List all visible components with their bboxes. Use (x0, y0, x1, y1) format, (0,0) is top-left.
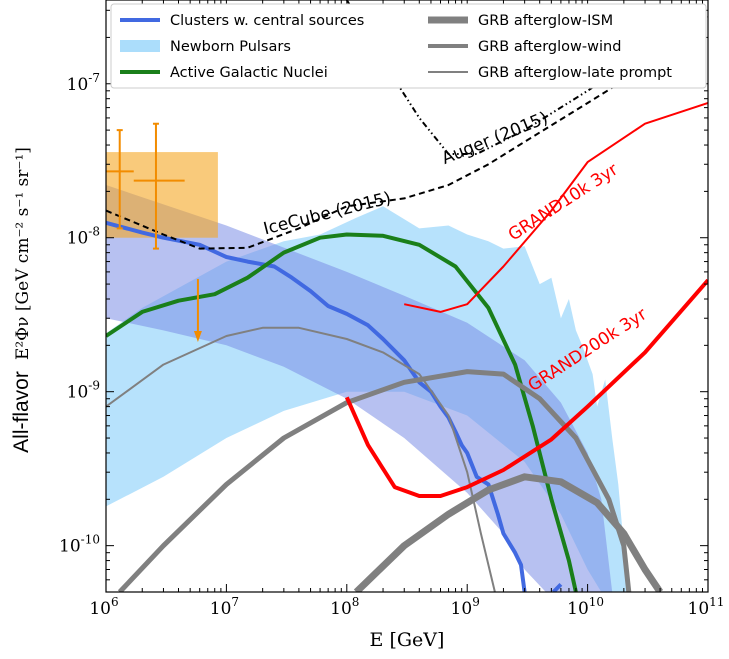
legend-item-newborn-pulsars: Newborn Pulsars (120, 39, 291, 55)
legend-label: GRB afterglow-ISM (478, 13, 613, 29)
x-tick-label: 1010 (567, 595, 604, 619)
y-tick-label: 10-7 (67, 71, 100, 95)
legend-item-clusters-w-central-sources: Clusters w. central sources (120, 13, 364, 29)
legend: Clusters w. central sources Newborn Pulsa… (110, 3, 707, 89)
x-tick-label: 107 (210, 595, 239, 619)
legend-swatch (120, 40, 160, 52)
legend-item-grb-afterglow-wind: GRB afterglow-wind (428, 39, 621, 55)
legend-item-active-galactic-nuclei: Active Galactic Nuclei (120, 65, 328, 81)
clusters-w-central-sources-line (106, 220, 527, 592)
legend-label: GRB afterglow-wind (478, 39, 621, 55)
legend-item-grb-afterglow-late-prompt: GRB afterglow-late prompt (428, 65, 672, 81)
grb-afterglow-ism-line (353, 473, 664, 592)
grand200k-3yr-line (344, 278, 708, 498)
y-axis-title: All-flavor E²Φν [GeV cm⁻² s⁻¹ sr⁻¹] (10, 147, 33, 453)
icecube-error-box (106, 152, 218, 238)
y-tick-label: 10-8 (67, 225, 100, 249)
data-point-2 (133, 122, 185, 250)
y-tick-label: 10-9 (67, 379, 100, 403)
y-axis-title-prefix: All-flavor (10, 371, 33, 453)
data-point-1 (106, 129, 134, 230)
blue-tail-line (551, 582, 563, 592)
legend-label: GRB afterglow-late prompt (478, 65, 672, 81)
y-axis-title-math: E²Φν [GeV cm⁻² s⁻¹ sr⁻¹] (13, 147, 33, 360)
legend-label: Clusters w. central sources (170, 13, 364, 29)
x-tick-label: 106 (89, 595, 118, 619)
grand10k-3yr-line (403, 102, 708, 313)
legend-item-grb-afterglow-ism: GRB afterglow-ISM (428, 13, 613, 29)
grb-afterglow-wind-line (117, 369, 632, 592)
legend-label: Newborn Pulsars (170, 39, 291, 55)
x-tick-label: 109 (451, 595, 480, 619)
data-point-3 (193, 278, 202, 342)
x-axis-title: E [GeV] (370, 629, 445, 651)
grb-afterglow-late-prompt-line (106, 326, 496, 592)
plot-frame (105, 0, 709, 593)
legend-label: Active Galactic Nuclei (170, 65, 328, 81)
active-galactic-nuclei-line (106, 232, 578, 592)
x-tick-label: 108 (330, 595, 359, 619)
y-tick-label: 10-10 (59, 533, 100, 557)
x-tick-label: 1011 (688, 595, 725, 619)
legend-background (110, 3, 707, 89)
